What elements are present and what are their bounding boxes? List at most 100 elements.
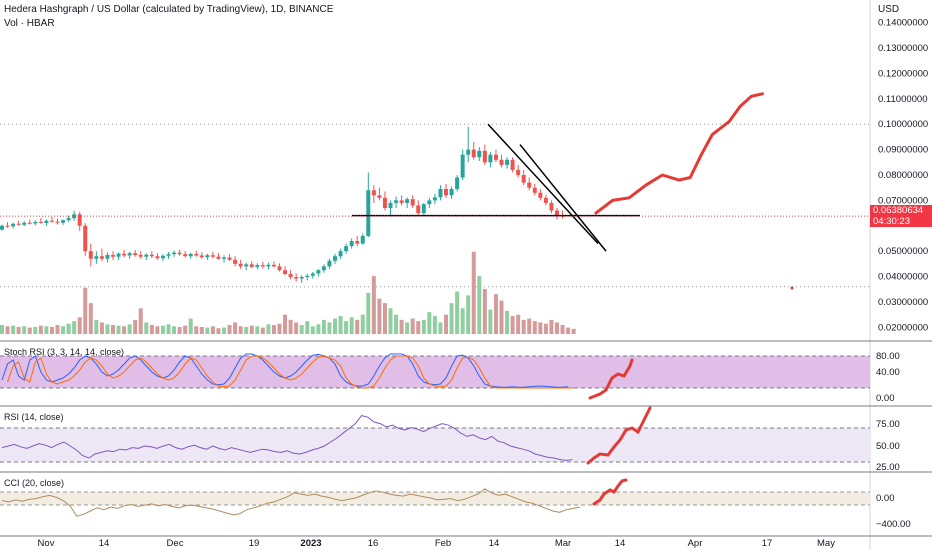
volume-bar (466, 295, 471, 334)
volume-bar (244, 326, 249, 334)
candle-body (194, 253, 199, 256)
candle-body (172, 252, 177, 255)
volume-bar (11, 325, 16, 334)
volume-bar (488, 309, 493, 334)
candle-body (555, 210, 559, 216)
time-tick: 14 (489, 538, 500, 549)
cci-line (1, 488, 581, 517)
candle-body (521, 175, 526, 183)
price-axis-unit: USD (878, 4, 900, 15)
candle-body (33, 221, 38, 224)
volume-bar (38, 325, 43, 334)
candle-body (94, 256, 99, 259)
price-tick: 0.13000000 (878, 43, 928, 54)
volume-bar (199, 326, 204, 334)
last-price-value: 0.06380634 (873, 205, 924, 216)
cci-drawing (592, 478, 628, 506)
cci-label: CCI (20, close) (4, 478, 65, 488)
volume-bar (33, 326, 38, 334)
candle-body (466, 149, 471, 155)
volume-bar (499, 300, 504, 334)
candle-body (366, 190, 371, 236)
volume-bar (471, 251, 476, 334)
candle-body (499, 159, 504, 165)
candle-body (344, 246, 349, 252)
time-tick: 16 (368, 538, 379, 549)
volume-bar (122, 326, 127, 334)
candle-body (105, 254, 110, 259)
volume-bar (83, 287, 88, 334)
rsi-label: RSI (14, close) (4, 412, 64, 422)
volume-bar (66, 323, 71, 334)
volume-bar (105, 324, 110, 334)
candle-body (371, 190, 376, 196)
candle-body (321, 266, 326, 271)
candle-body (482, 150, 487, 163)
volume-bar (338, 316, 343, 334)
candle-body (532, 187, 537, 193)
candle-body (333, 256, 337, 261)
price-tick: 0.14000000 (878, 18, 928, 29)
volume-bar (0, 325, 4, 334)
price-tick: 0.10000000 (878, 119, 928, 130)
price-tick: 0.03000000 (878, 297, 928, 308)
price-tick: 0.07000000 (878, 195, 928, 206)
volume-bar (188, 318, 193, 334)
volume-bar (321, 319, 326, 334)
volume-bar (349, 317, 354, 334)
volume-bar (205, 327, 210, 334)
candle-body (394, 200, 399, 203)
volume-bar (172, 326, 177, 334)
candle-body (338, 251, 343, 257)
candle-body (61, 220, 66, 223)
time-tick: 19 (249, 538, 260, 549)
volume-bar (55, 325, 60, 334)
candle-body (111, 254, 115, 257)
volume-bar (249, 325, 254, 334)
volume-bar (16, 326, 21, 334)
candle-body (244, 264, 249, 267)
time-tick: Dec (167, 538, 184, 549)
volume-bar (366, 292, 371, 334)
volume-bar (382, 303, 387, 334)
stoch-tick: 40.00 (876, 367, 900, 378)
candle-body (427, 200, 432, 205)
price-tick: 0.05000000 (878, 246, 928, 257)
price-tick: 0.12000000 (878, 68, 928, 79)
candle-body (144, 254, 149, 257)
volume-bar (571, 328, 576, 334)
price-tick: 0.09000000 (878, 145, 928, 156)
volume-bar (210, 326, 215, 334)
time-tick: Nov (38, 538, 55, 549)
volume-bar (305, 321, 310, 334)
candle-body (471, 149, 476, 158)
wedge-upper-line (487, 123, 599, 245)
volume-bar (505, 310, 510, 334)
volume-bar (333, 318, 337, 334)
candle-body (510, 159, 515, 170)
volume-bar (532, 321, 537, 334)
candle-body (382, 197, 387, 208)
volume-bar (238, 326, 243, 334)
price-tick: 0.08000000 (878, 170, 928, 181)
volume-bar (277, 323, 282, 334)
drawing-dot (790, 286, 794, 290)
projection-curve (594, 92, 764, 215)
volume-bar (44, 326, 49, 334)
volume-bar (177, 326, 182, 334)
volume-legend: Vol · HBAR (4, 18, 55, 29)
volume-bar (377, 298, 382, 334)
volume-bar (299, 325, 304, 334)
stoch-rsi-label: Stoch RSI (3, 3, 14, 14, close) (4, 347, 125, 357)
stoch-band (0, 356, 870, 388)
volume-bar (216, 328, 221, 334)
candle-body (155, 256, 160, 259)
candle-body (399, 200, 404, 203)
candle-body (266, 264, 271, 267)
candle-body (277, 266, 282, 271)
volume-bar (449, 303, 454, 334)
candle-body (477, 150, 482, 158)
rsi-band (0, 428, 870, 462)
candle-body (327, 260, 332, 267)
